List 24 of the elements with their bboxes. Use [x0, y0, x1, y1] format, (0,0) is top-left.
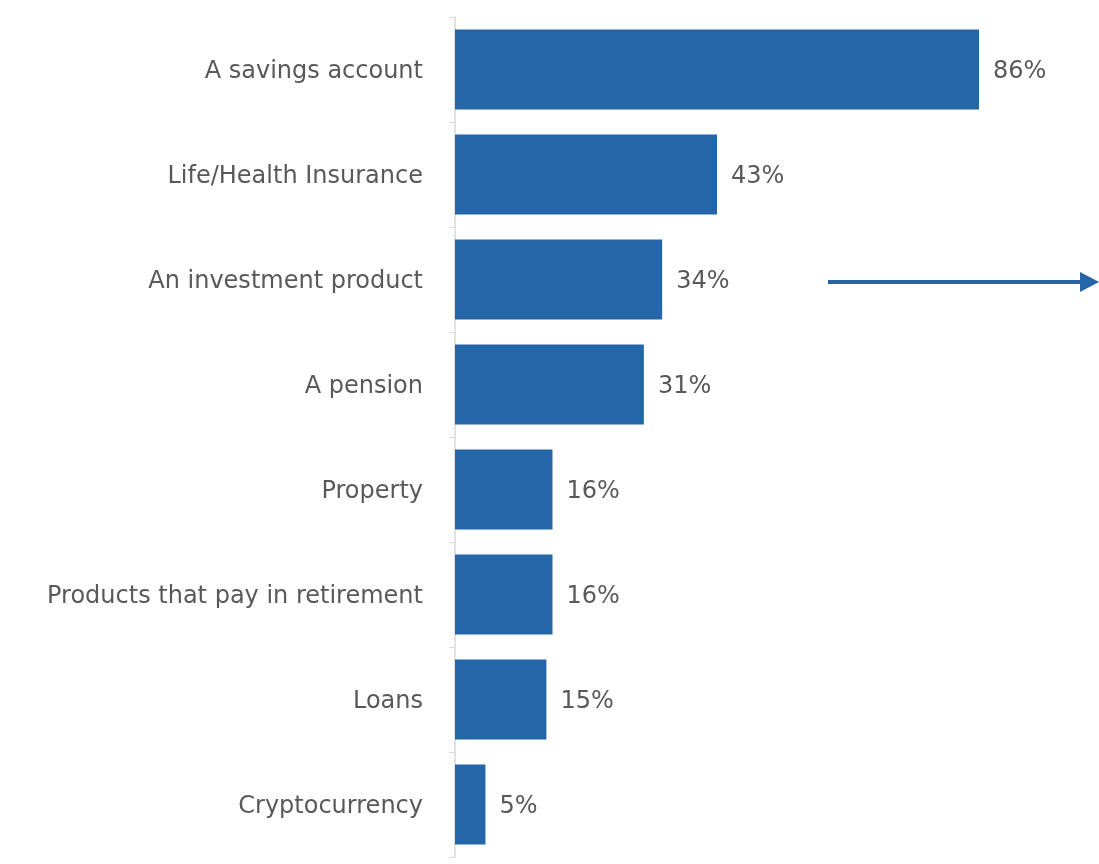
data-label: 15%	[560, 685, 614, 714]
data-label: 16%	[566, 580, 620, 609]
y-tick-label: A pension	[304, 370, 423, 399]
y-tick-label: A savings account	[204, 55, 423, 84]
bar	[455, 134, 717, 215]
bar	[455, 344, 644, 425]
data-label: 86%	[993, 55, 1047, 84]
data-label: 43%	[731, 160, 785, 189]
bar	[455, 29, 979, 110]
data-label: 16%	[566, 475, 620, 504]
bar	[455, 449, 553, 530]
y-tick-label: Life/Health Insurance	[167, 160, 423, 189]
y-tick-label: An investment product	[148, 265, 423, 294]
data-label: 31%	[657, 370, 712, 399]
y-tick-label: Property	[321, 475, 423, 504]
y-tick-label: Cryptocurrency	[238, 790, 423, 819]
y-tick-label: Loans	[352, 685, 423, 714]
bar	[455, 764, 486, 845]
bar	[455, 659, 547, 740]
bar	[455, 239, 663, 320]
data-label: 34%	[676, 265, 730, 294]
y-tick-label: Products that pay in retirement	[47, 580, 423, 609]
bar	[455, 554, 553, 635]
data-label: 5%	[499, 790, 538, 819]
